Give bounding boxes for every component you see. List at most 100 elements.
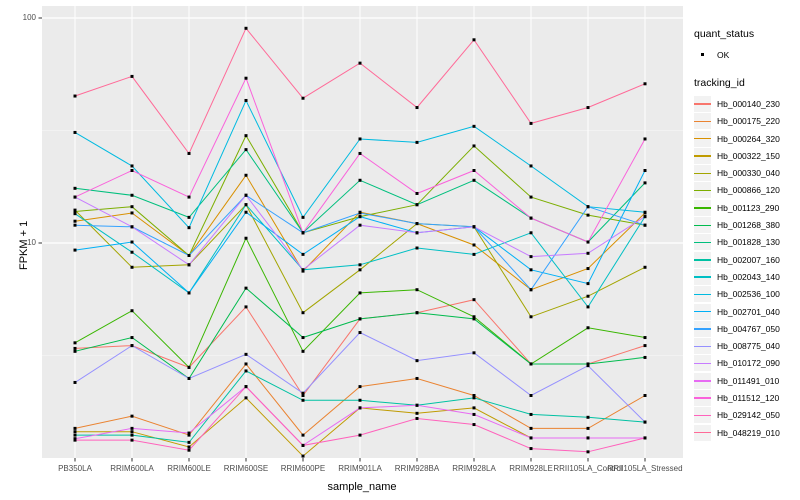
legend-key-swatch <box>694 424 711 441</box>
legend-line-icon <box>694 328 711 330</box>
data-point <box>415 246 419 250</box>
data-point <box>244 134 248 138</box>
data-point <box>415 191 419 195</box>
legend-item-label: Hb_001268_380 <box>717 220 780 231</box>
data-point <box>586 450 590 454</box>
legend-item-label: Hb_004767_050 <box>717 323 780 334</box>
data-point <box>586 294 590 298</box>
legend-item-label: Hb_010172_090 <box>717 358 780 369</box>
legend-item: Hb_002701_040 <box>694 303 800 320</box>
data-point <box>529 121 533 125</box>
legend-item: Hb_001268_380 <box>694 216 800 234</box>
data-point <box>358 268 362 272</box>
legend-key-swatch <box>694 165 711 182</box>
legend-line-icon <box>694 276 711 278</box>
data-point <box>244 385 248 389</box>
legend-item-label: Hb_002701_040 <box>717 306 780 317</box>
data-point <box>643 215 647 219</box>
x-tick-label: PB350LA <box>58 464 92 473</box>
data-point <box>187 440 191 444</box>
data-point <box>586 326 590 330</box>
data-point <box>529 362 533 366</box>
data-point <box>301 252 305 256</box>
legend-item-label: Hb_011491_010 <box>717 375 780 386</box>
legend-item-label: Hb_048219_010 <box>717 427 780 438</box>
legend-key-swatch <box>694 147 711 164</box>
legend-key-swatch <box>694 95 711 112</box>
x-tick-label: RRIM600LE <box>167 464 211 473</box>
data-point <box>244 396 248 400</box>
legend-key-swatch <box>694 372 711 389</box>
legend-item: Hb_002536_100 <box>694 286 800 303</box>
data-point <box>415 203 419 207</box>
data-point <box>529 255 533 259</box>
data-point <box>73 195 77 199</box>
data-point <box>643 169 647 173</box>
legend-item: Hb_048219_010 <box>694 424 800 441</box>
data-point <box>586 282 590 286</box>
legend-line-icon <box>694 120 711 123</box>
legend-key-swatch <box>694 407 711 424</box>
legend-line-icon <box>694 155 711 157</box>
data-point <box>529 231 533 235</box>
legend-key-swatch <box>694 268 711 285</box>
data-point <box>244 236 248 240</box>
legend-key-swatch <box>694 234 711 251</box>
legend-item-label: Hb_000264_320 <box>717 133 780 144</box>
data-point <box>301 391 305 395</box>
data-point <box>358 398 362 402</box>
data-point <box>73 430 77 434</box>
legend-line-icon <box>694 414 711 417</box>
legend-key-swatch <box>694 286 711 303</box>
legend-line-icon <box>694 207 711 209</box>
data-point <box>358 331 362 335</box>
data-point <box>472 351 476 355</box>
legend-line-icon <box>694 362 711 365</box>
data-point <box>472 412 476 416</box>
data-point <box>301 454 305 458</box>
data-point <box>643 223 647 227</box>
data-point <box>415 311 419 315</box>
data-point <box>586 205 590 209</box>
data-point <box>73 130 77 134</box>
legend-line-icon <box>694 293 711 296</box>
legend-item: Hb_004767_050 <box>694 320 800 337</box>
data-point <box>73 248 77 252</box>
data-point <box>244 193 248 197</box>
data-point <box>358 291 362 295</box>
legend-line-icon <box>694 224 711 226</box>
data-point <box>244 203 248 207</box>
legend-key-swatch <box>694 217 711 234</box>
legend-item: Hb_000264_320 <box>694 130 800 147</box>
data-point <box>472 298 476 302</box>
data-point <box>244 76 248 80</box>
legend-key-swatch <box>694 251 711 268</box>
data-point <box>187 431 191 435</box>
data-point <box>73 346 77 350</box>
legend-item: Hb_000175_220 <box>694 113 800 130</box>
legend-item: Hb_000140_230 <box>694 95 800 112</box>
legend-line-icon <box>694 311 711 313</box>
data-point <box>529 394 533 398</box>
data-point <box>358 406 362 410</box>
data-point <box>73 212 77 216</box>
data-point <box>529 447 533 451</box>
data-point <box>244 369 248 373</box>
data-point <box>301 268 305 272</box>
data-point <box>529 288 533 292</box>
data-point <box>586 415 590 419</box>
data-point <box>130 225 134 229</box>
data-point <box>187 365 191 369</box>
data-point <box>472 144 476 148</box>
quant-status-ok-point-icon <box>694 46 711 63</box>
data-point <box>472 38 476 42</box>
data-point <box>187 253 191 257</box>
data-point <box>130 438 134 442</box>
data-point <box>358 137 362 141</box>
data-point <box>472 178 476 182</box>
data-point <box>472 317 476 321</box>
data-point <box>73 341 77 345</box>
data-point <box>244 26 248 30</box>
data-point <box>73 186 77 190</box>
legend-item-label: Hb_029142_050 <box>717 410 780 421</box>
